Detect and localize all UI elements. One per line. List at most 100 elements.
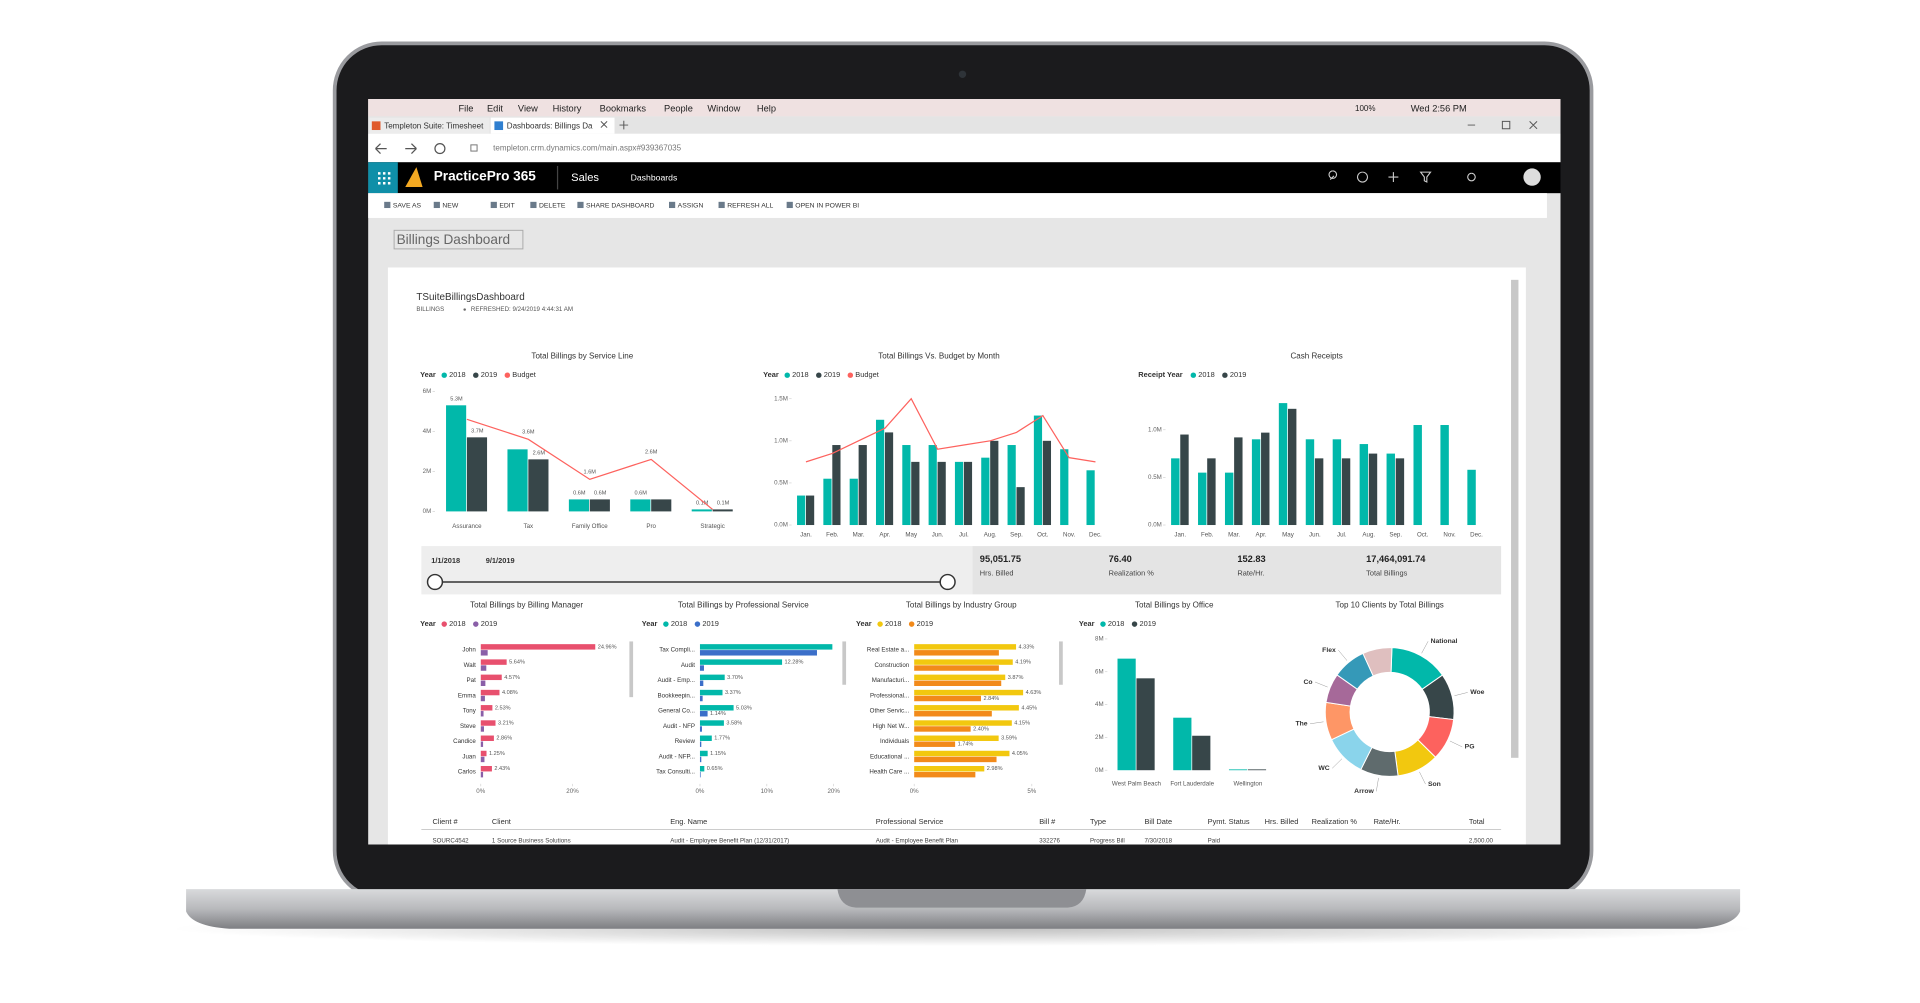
legend-label[interactable]: Budget (855, 370, 878, 379)
bar[interactable] (699, 765, 705, 772)
section-nav[interactable]: Dashboards (631, 173, 678, 183)
bar[interactable] (1136, 678, 1155, 771)
toolbar-button[interactable]: NEW (442, 202, 458, 209)
bar[interactable] (699, 695, 703, 702)
bar[interactable] (914, 659, 1013, 665)
bar[interactable] (823, 478, 832, 526)
bar[interactable] (480, 750, 487, 757)
bar[interactable] (699, 726, 702, 732)
toolbar-button[interactable]: ASSIGN (678, 202, 704, 209)
bar[interactable] (480, 726, 484, 732)
bar[interactable] (954, 461, 964, 526)
bar[interactable] (914, 644, 1017, 650)
app-icons[interactable] (1328, 170, 1476, 183)
column-header[interactable]: Bill Date (1145, 817, 1173, 826)
bar[interactable] (1413, 425, 1422, 526)
bar[interactable] (914, 689, 1024, 696)
bar[interactable] (805, 495, 815, 526)
bar[interactable] (1171, 458, 1180, 526)
bar[interactable] (651, 499, 672, 512)
column-header[interactable]: Eng. Name (670, 817, 707, 826)
bar[interactable] (699, 720, 724, 726)
bar[interactable] (1033, 415, 1043, 526)
bar[interactable] (480, 771, 484, 778)
column-header[interactable]: Type (1090, 817, 1106, 826)
tab-title[interactable]: Templeton Suite: Timesheet (384, 121, 484, 130)
bar[interactable] (699, 741, 702, 747)
bar[interactable] (699, 750, 708, 757)
bar[interactable] (914, 705, 1019, 711)
bar[interactable] (797, 495, 806, 526)
bar[interactable] (914, 750, 1010, 757)
bar[interactable] (699, 756, 702, 763)
bar[interactable] (1332, 439, 1342, 526)
bar[interactable] (1042, 440, 1052, 526)
bar[interactable] (914, 665, 999, 671)
donut-slice[interactable] (1362, 647, 1393, 677)
bar[interactable] (990, 440, 999, 526)
bar[interactable] (480, 720, 496, 726)
window-controls[interactable] (600, 120, 1538, 130)
bar[interactable] (699, 665, 704, 671)
menu-item[interactable]: Bookmarks (600, 103, 647, 113)
menu-item[interactable]: Edit (487, 103, 503, 113)
bar[interactable] (480, 705, 493, 711)
bar[interactable] (528, 459, 549, 512)
bar[interactable] (1198, 472, 1207, 526)
bar[interactable] (699, 674, 725, 681)
menu-item[interactable]: People (664, 103, 693, 113)
toolbar-button[interactable]: SHARE DASHBOARD (586, 202, 654, 209)
column-header[interactable]: Total (1469, 817, 1485, 826)
bar[interactable] (1278, 403, 1288, 526)
bar[interactable] (1368, 453, 1378, 526)
bar[interactable] (1341, 458, 1351, 526)
menu-item[interactable]: View (518, 103, 538, 113)
legend-label[interactable]: 2019 (702, 619, 718, 628)
toolbar-button[interactable]: SAVE AS (393, 202, 422, 209)
menu-item[interactable]: Window (707, 103, 740, 113)
bar[interactable] (480, 659, 507, 665)
bar[interactable] (699, 711, 708, 717)
bar[interactable] (1234, 437, 1243, 526)
bar[interactable] (1086, 470, 1095, 526)
bar[interactable] (1173, 717, 1192, 771)
legend-label[interactable]: 2018 (449, 370, 465, 379)
bar[interactable] (1247, 769, 1267, 771)
legend-label[interactable]: 2019 (1230, 370, 1246, 379)
bar[interactable] (699, 689, 723, 696)
bar[interactable] (480, 711, 484, 717)
bar[interactable] (480, 765, 492, 772)
legend-label[interactable]: Budget (512, 370, 535, 379)
column-header[interactable]: Professional Service (876, 817, 944, 826)
bar[interactable] (914, 741, 956, 747)
legend-label[interactable]: 2018 (671, 619, 687, 628)
bar[interactable] (981, 457, 990, 526)
bar[interactable] (1261, 432, 1270, 526)
column-header[interactable]: Hrs. Billed (1265, 817, 1299, 826)
bar[interactable] (937, 461, 946, 526)
menu-item[interactable]: Help (757, 103, 776, 113)
bar[interactable] (914, 765, 985, 772)
bar[interactable] (1251, 439, 1261, 526)
bar[interactable] (902, 445, 911, 526)
tab[interactable] (369, 117, 490, 134)
bar[interactable] (1228, 769, 1248, 771)
bar[interactable] (699, 705, 734, 711)
bar[interactable] (480, 741, 484, 747)
bar[interactable] (568, 499, 590, 512)
slider-handle[interactable] (426, 573, 444, 591)
bar[interactable] (1192, 735, 1211, 771)
bar[interactable] (480, 644, 596, 650)
bar[interactable] (589, 499, 610, 512)
column-header[interactable]: Realization % (1312, 817, 1358, 826)
column-header[interactable]: Client # (432, 817, 458, 826)
bar[interactable] (1359, 444, 1369, 526)
menu-item[interactable]: File (459, 103, 474, 113)
bar[interactable] (884, 432, 894, 526)
bar[interactable] (1287, 408, 1297, 526)
bar[interactable] (963, 461, 973, 526)
dashboard-name[interactable]: Billings Dashboard (397, 232, 510, 247)
bar[interactable] (699, 771, 701, 778)
bar[interactable] (914, 650, 999, 656)
toolbar-button[interactable]: OPEN IN POWER BI (795, 202, 859, 209)
